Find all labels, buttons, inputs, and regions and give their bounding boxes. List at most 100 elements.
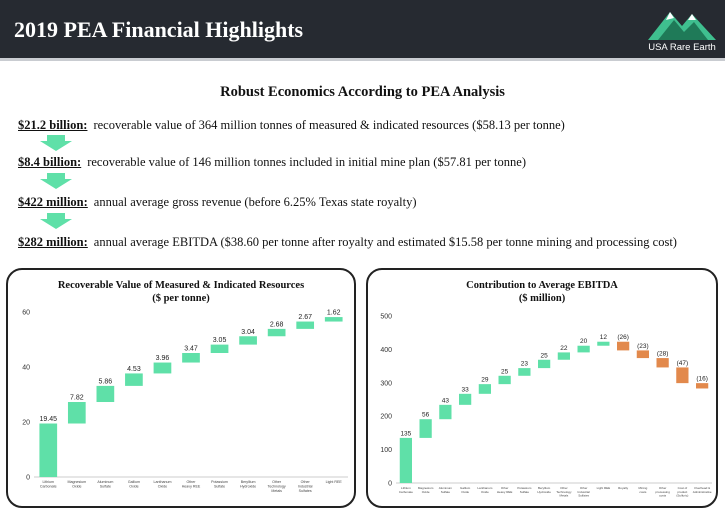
category-tick-label: Lanthanum bbox=[477, 486, 493, 490]
down-arrow-icon bbox=[40, 213, 72, 229]
category-tick-label: Gallium bbox=[460, 486, 471, 490]
waterfall-bar bbox=[498, 375, 511, 385]
category-tick-label: Overhead & bbox=[694, 486, 710, 490]
category-tick-label: Aluminum bbox=[439, 486, 453, 490]
category-tick-label: Technology bbox=[268, 484, 286, 488]
category-tick-label: Lithium bbox=[42, 480, 54, 484]
y-tick-label: 200 bbox=[380, 414, 392, 421]
category-tick-label: Oxide bbox=[461, 490, 469, 494]
bar-value-label: 23 bbox=[521, 361, 529, 368]
category-tick-label: Magnesium bbox=[68, 480, 87, 484]
highlight-text: annual average gross revenue (before 6.2… bbox=[93, 195, 417, 209]
y-tick-label: 20 bbox=[22, 420, 30, 427]
category-tick-label: Carbonate bbox=[40, 484, 57, 488]
highlight-row: $282 million: annual average EBITDA ($38.… bbox=[18, 235, 677, 250]
ebitda-chart-panel: Contribution to Average EBITDA ($ millio… bbox=[366, 268, 718, 508]
waterfall-bar bbox=[478, 384, 491, 394]
category-tick-label: Metals bbox=[271, 489, 282, 493]
category-tick-label: Beryllium bbox=[241, 480, 256, 484]
category-tick-label: Carbonate bbox=[399, 490, 413, 494]
y-tick-label: 500 bbox=[380, 314, 392, 321]
category-tick-label: Mining bbox=[638, 486, 647, 490]
bar-value-label: (28) bbox=[657, 351, 669, 358]
waterfall-bar bbox=[296, 321, 315, 329]
category-tick-label: (Sulfuric) bbox=[676, 494, 688, 498]
category-tick-label: Hydroxide bbox=[537, 490, 551, 494]
waterfall-bar bbox=[324, 317, 343, 322]
waterfall-bar bbox=[239, 336, 257, 345]
waterfall-bar bbox=[636, 350, 649, 359]
header-bar bbox=[0, 0, 725, 58]
down-arrow-icon bbox=[40, 135, 72, 151]
category-tick-label: Sulfate bbox=[520, 490, 530, 494]
category-tick-label: Oxide bbox=[72, 484, 81, 488]
y-tick-label: 40 bbox=[22, 365, 30, 372]
company-logo: USA Rare Earth bbox=[642, 6, 722, 56]
category-tick-label: Administrative bbox=[693, 490, 712, 494]
category-tick-label: Oxide bbox=[129, 484, 138, 488]
bar-value-label: 3.05 bbox=[213, 337, 227, 344]
bar-value-label: 1.62 bbox=[327, 310, 341, 317]
bar-value-label: (16) bbox=[696, 376, 708, 383]
waterfall-bar bbox=[459, 393, 472, 405]
category-tick-label: Technology bbox=[556, 490, 572, 494]
highlight-amount: $8.4 billion: bbox=[18, 155, 82, 169]
waterfall-bar bbox=[182, 353, 200, 363]
highlight-row: $422 million: annual average gross revenu… bbox=[18, 195, 417, 210]
down-arrow-icon bbox=[40, 173, 72, 189]
category-tick-label: Other bbox=[659, 486, 667, 490]
page-title: 2019 PEA Financial Highlights bbox=[14, 17, 304, 42]
category-tick-label: Other bbox=[501, 486, 509, 490]
bar-value-label: 43 bbox=[442, 397, 450, 404]
bar-value-label: 135 bbox=[400, 430, 411, 437]
waterfall-bar bbox=[439, 404, 452, 420]
bar-value-label: 25 bbox=[501, 368, 509, 375]
bar-value-label: 56 bbox=[422, 412, 430, 419]
highlight-text: recoverable value of 364 million tonnes … bbox=[93, 118, 565, 132]
category-tick-label: Lithium bbox=[401, 486, 411, 490]
bar-value-label: 20 bbox=[580, 338, 588, 345]
category-tick-label: costs bbox=[659, 494, 667, 498]
bar-value-label: 33 bbox=[462, 386, 470, 393]
highlight-text: annual average EBITDA ($38.60 per tonne … bbox=[93, 235, 677, 249]
highlight-text: recoverable value of 146 million tonnes … bbox=[87, 155, 526, 169]
y-tick-label: 100 bbox=[380, 447, 392, 454]
waterfall-bar bbox=[419, 419, 432, 438]
category-tick-label: Magnesium bbox=[418, 486, 434, 490]
category-tick-label: Other bbox=[580, 486, 588, 490]
y-tick-label: 400 bbox=[380, 347, 392, 354]
category-tick-label: Sulfates bbox=[578, 494, 589, 498]
category-tick-label: Aluminum bbox=[97, 480, 113, 484]
bar-value-label: 7.82 bbox=[70, 395, 84, 402]
bar-value-label: 5.86 bbox=[99, 378, 113, 385]
category-tick-label: Other bbox=[187, 480, 197, 484]
header-divider bbox=[0, 58, 725, 61]
waterfall-bar bbox=[538, 359, 551, 369]
category-tick-label: Light REE bbox=[326, 480, 343, 484]
category-tick-label: Industrial bbox=[298, 484, 313, 488]
bar-value-label: 22 bbox=[560, 345, 568, 352]
waterfall-bar bbox=[696, 383, 709, 389]
waterfall-bar bbox=[557, 352, 570, 360]
category-tick-label: costs bbox=[639, 490, 647, 494]
category-tick-label: Sulfate bbox=[214, 484, 225, 488]
category-tick-label: Metals bbox=[559, 494, 568, 498]
bar-value-label: 2.67 bbox=[298, 314, 312, 321]
bar-value-label: 29 bbox=[481, 377, 489, 384]
waterfall-bar bbox=[96, 385, 115, 403]
waterfall-bar bbox=[577, 345, 590, 353]
waterfall-bar bbox=[67, 402, 86, 424]
logo-text: USA Rare Earth bbox=[648, 42, 716, 53]
category-tick-label: Potassium bbox=[517, 486, 532, 490]
waterfall-bar bbox=[676, 367, 689, 384]
category-tick-label: Other bbox=[301, 480, 311, 484]
bar-value-label: (23) bbox=[637, 343, 649, 350]
highlight-row: $8.4 billion: recoverable value of 146 mi… bbox=[18, 155, 526, 170]
waterfall-bar bbox=[125, 373, 143, 386]
bar-value-label: (26) bbox=[617, 334, 629, 341]
bar-value-label: 2.68 bbox=[270, 321, 284, 328]
chart-subtitle: ($ million) bbox=[518, 293, 566, 304]
bar-value-label: 3.96 bbox=[156, 355, 170, 362]
category-tick-label: Other bbox=[272, 480, 282, 484]
